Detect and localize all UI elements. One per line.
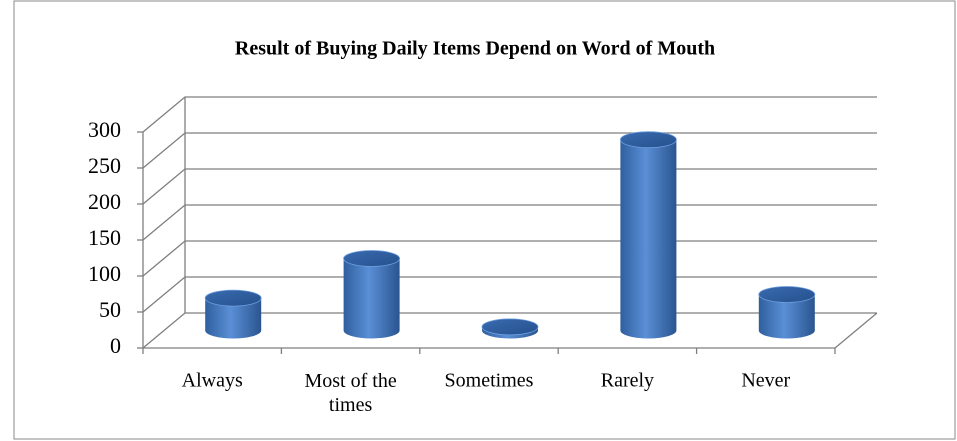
x-tick-label: Sometimes — [445, 370, 534, 392]
x-tick-label: Rarely — [601, 370, 654, 392]
bar-top — [620, 131, 677, 149]
x-tick-label: Always — [182, 370, 243, 392]
bar — [343, 250, 401, 339]
bar — [620, 131, 677, 339]
y-tick-label: 200 — [88, 189, 121, 214]
bar — [758, 286, 816, 339]
x-tick-label: Most of the times — [304, 370, 396, 416]
y-tick-label: 150 — [88, 225, 121, 250]
axis-line — [834, 312, 878, 349]
bar-body — [343, 258, 400, 339]
bar-top — [343, 250, 401, 267]
bar-body — [205, 298, 262, 339]
bar-body — [758, 294, 815, 339]
bar-top — [204, 289, 262, 307]
x-tick-label: Never — [741, 370, 790, 392]
y-tick-label: 250 — [88, 153, 121, 178]
y-tick-label: 0 — [110, 333, 121, 358]
bar — [481, 318, 539, 339]
bar — [204, 289, 262, 339]
y-tick-label: 300 — [88, 117, 121, 142]
chart-title: Result of Buying Daily Items Depend on W… — [235, 38, 715, 60]
y-tick-label: 100 — [88, 261, 121, 286]
chart-frame — [13, 0, 956, 440]
y-tick-label: 50 — [99, 297, 121, 322]
grid-line — [142, 96, 877, 133]
bar-body — [620, 139, 677, 339]
bar-top — [758, 286, 816, 303]
bar-top — [481, 318, 539, 336]
